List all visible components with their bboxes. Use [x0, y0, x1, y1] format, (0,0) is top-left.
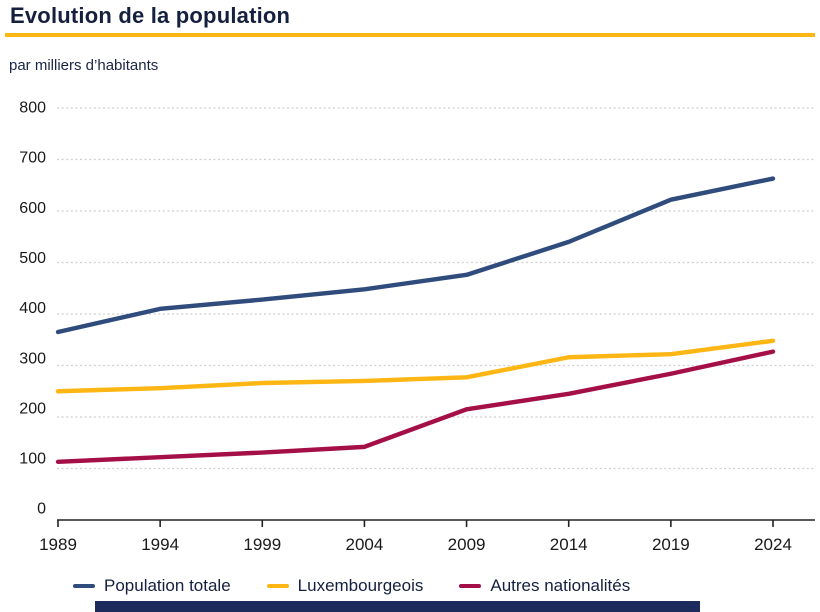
line-luxembourgeois [55, 338, 776, 394]
chart-units-label: par milliers d’habitants [9, 57, 159, 74]
chart-title: Evolution de la population [10, 3, 291, 28]
footer-bar [95, 601, 700, 612]
chart-legend: Population totale Luxembourgeois Autres … [73, 576, 630, 596]
y-axis-label: 200 [19, 400, 46, 417]
legend-swatch-luxembourgeois [266, 584, 289, 588]
line-autres-nationalites [55, 349, 776, 465]
line-population-totale [55, 176, 776, 335]
legend-swatch-autres-nationalites [459, 584, 482, 588]
title-underline-rule [5, 33, 815, 37]
y-axis-label: 800 [19, 100, 46, 117]
y-axis-label: 500 [19, 250, 46, 267]
x-axis-label: 2009 [448, 535, 486, 554]
legend-label-luxembourgeois: Luxembourgeois [297, 576, 424, 595]
y-axis-label: 700 [19, 150, 46, 167]
x-axis-label: 2014 [550, 535, 588, 554]
y-axis-label: 400 [19, 300, 46, 317]
legend-item-luxembourgeois: Luxembourgeois [266, 576, 424, 596]
legend-item-autres-nationalites: Autres nationalités [459, 576, 630, 596]
population-line-chart: 0 100 200 300 400 500 600 700 800 1989 1994 1999 200… [19, 100, 815, 554]
legend-label-autres-nationalites: Autres nationalités [490, 576, 631, 595]
y-axis-label: 0 [37, 501, 46, 518]
x-axis-label: 1994 [141, 535, 179, 554]
x-axis-label: 1999 [243, 535, 281, 554]
x-axis-label: 2024 [754, 535, 792, 554]
x-axis-label: 2019 [652, 535, 690, 554]
legend-item-population-totale: Population totale [73, 576, 231, 596]
y-axis-label: 600 [19, 200, 46, 217]
x-axis-label: 2004 [346, 535, 384, 554]
y-axis-label: 100 [19, 451, 46, 468]
x-axis-label: 1989 [39, 535, 77, 554]
legend-swatch-population-totale [73, 584, 95, 588]
legend-label-population-totale: Population totale [104, 576, 231, 595]
y-axis-label: 300 [19, 350, 46, 367]
